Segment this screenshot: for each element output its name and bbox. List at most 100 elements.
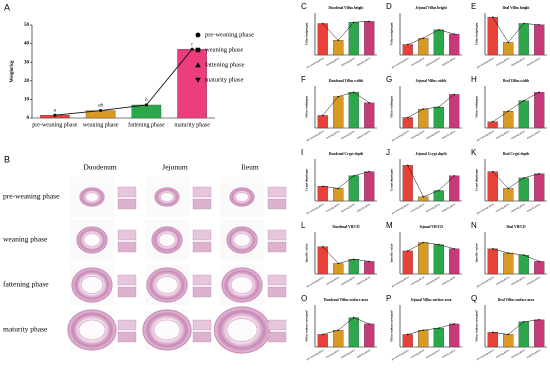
panel-letter: M [386,221,393,230]
zoom-thumbnail [192,286,212,298]
y-tick-label: 50 [24,23,30,28]
trend-point [538,23,541,26]
trend-point [522,99,525,102]
bar [333,188,344,202]
trend-line [407,94,455,118]
trend-point [453,248,456,250]
trend-point [337,39,340,42]
trend-point [522,22,525,25]
trend-point [337,329,340,332]
x-tick-label: pre-weaning phase [306,202,325,215]
zoom-thumbnail [192,331,212,343]
bar [402,334,413,348]
trend-point [437,189,440,192]
x-tick-label: fattening phase [340,275,356,286]
trend-point [422,37,425,39]
bar [503,334,514,348]
chart-title: Jejunal Villus surface area [411,298,452,302]
bar [364,102,375,129]
trend-point [453,323,456,325]
bar [534,173,545,202]
legend-marker [195,62,201,68]
bar [518,177,529,202]
bar [449,248,460,275]
zoom-thumbnail [117,274,137,286]
x-tick-label: maturity phase [174,122,210,128]
bar [418,38,429,56]
trend-point [507,41,510,44]
lumen [230,276,254,294]
bar [518,23,529,56]
trend-point [352,175,355,177]
bar [534,24,545,56]
chart-title: Duodenal Villus width [329,79,363,83]
legend-label: pre-weaning phase [205,31,254,38]
bar [449,94,460,129]
trend-point [491,16,494,19]
zoom-thumbnail [117,186,137,198]
bar [433,244,444,275]
bar [402,165,413,202]
bar [402,44,413,56]
bar [487,121,498,129]
trend-line [322,171,370,189]
bar [518,100,529,129]
trend-point [321,245,324,248]
x-tick-label: fattening phase [128,121,165,128]
bar [503,42,514,56]
x-tick-label: weaning phase [410,275,426,286]
trend-point [321,185,324,188]
bar [449,323,460,348]
x-tick-label: maturity phase [356,129,372,140]
panel-letter: Q [471,294,477,303]
trend-point [538,172,541,175]
trend-point [422,241,425,244]
x-tick-label: fattening phase [425,56,441,67]
bar [333,263,344,275]
panel-letter: D [386,2,392,11]
trend-point [321,22,324,25]
zoom-thumbnail [267,241,287,253]
bar [348,317,359,348]
chart-title: Ileal Villus surface area [498,298,534,302]
significance-letter: a [54,108,57,113]
panel-letter: J [386,148,390,157]
x-tick-label: maturity phase [441,202,457,213]
x-tick-label: weaning phase [495,348,511,359]
bar [433,29,444,56]
legend-marker [195,32,201,38]
bar [433,106,444,129]
bar [402,117,413,129]
trend-point [422,108,425,110]
chart-title: Ileal Villus width [503,79,529,83]
trend-line [407,323,455,335]
x-tick-label: weaning phase [495,202,511,213]
y-axis-label: Villus surface area/μm² [305,310,309,342]
lumen [83,233,101,247]
x-tick-label: fattening phase [340,56,356,67]
trend-point [337,187,340,190]
trend-line [492,92,540,122]
panel-letter: G [386,75,392,84]
x-tick-label: pre-weaning phase [476,275,495,288]
lumen [159,192,174,202]
bar [317,186,328,202]
chart-title: Duodenal Villus height [329,6,365,10]
bar [487,332,498,348]
x-tick-label: pre-weaning phase [476,348,495,361]
trend-point [352,258,355,261]
column-label: Ileum [241,163,259,172]
y-axis-label: Crypt depth/μm [390,169,394,191]
chart-title: Ileal VH/CD [506,225,526,229]
lumen [234,192,249,202]
trend-point [437,29,440,31]
x-tick-label: pre-weaning phase [391,275,410,288]
trend-point [522,254,525,256]
trend-point [422,196,425,198]
trend-point [368,323,371,325]
zoom-thumbnail [192,186,212,198]
x-tick-label: weaning phase [325,129,341,140]
trend-line [492,319,540,335]
x-tick-label: fattening phase [425,202,441,213]
x-tick-label: maturity phase [526,348,542,359]
